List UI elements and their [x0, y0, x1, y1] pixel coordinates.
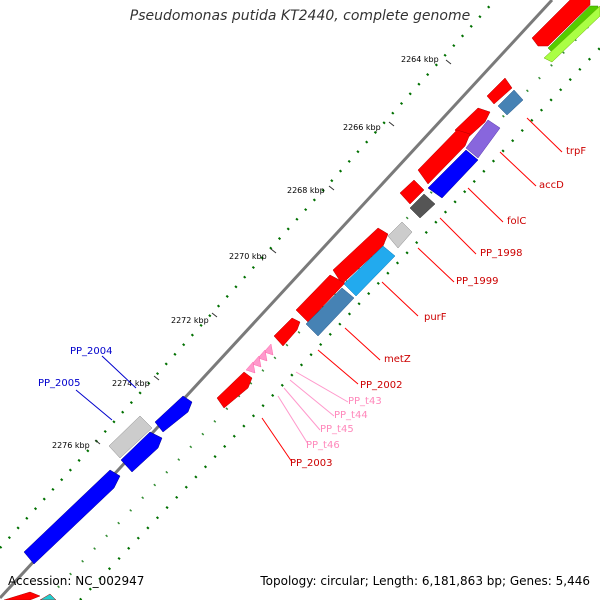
accession-text: Accession: NC_002947	[8, 574, 145, 588]
trna-t43[interactable]	[263, 343, 274, 356]
gc-skew-track-outer	[0, 0, 496, 549]
callout-lines	[75, 117, 563, 463]
gene-lightgray-pp2005[interactable]	[108, 415, 153, 459]
gene-darkgray-pp1998[interactable]	[409, 193, 436, 219]
gene-top-red[interactable]	[531, 0, 591, 47]
tick-label-2266: 2266 kbp	[343, 123, 381, 132]
tick-label-2276: 2276 kbp	[52, 441, 90, 450]
label-pp1999[interactable]: PP_1999	[456, 276, 499, 287]
map-title: Pseudomonas putida KT2440, complete geno…	[129, 8, 471, 24]
gene-red-d[interactable]	[399, 179, 425, 205]
tick-marks	[94, 59, 452, 445]
genome-summary-text: Topology: circular; Length: 6,181,863 bp…	[260, 574, 590, 588]
gene-lightgray-pp1999[interactable]	[387, 221, 413, 249]
gene-bottom-red[interactable]	[3, 591, 41, 600]
gene-red-c[interactable]	[417, 129, 471, 185]
tick-label-2264: 2264 kbp	[401, 55, 439, 64]
label-pp-t44[interactable]: PP_t44	[334, 410, 368, 421]
label-pp2005[interactable]: PP_2005	[38, 378, 81, 389]
gene-red-pp2003[interactable]	[216, 371, 253, 409]
gene-blue-pp2005b[interactable]	[120, 431, 163, 473]
label-pp1998[interactable]: PP_1998	[480, 248, 523, 259]
gene-blue-long[interactable]	[23, 469, 121, 565]
tick-label-2272: 2272 kbp	[171, 316, 209, 325]
genes-track	[3, 0, 600, 600]
label-pp-t45[interactable]: PP_t45	[320, 424, 354, 435]
trna-t45[interactable]	[251, 355, 262, 368]
gene-blue-folC[interactable]	[427, 149, 479, 199]
label-pp2003[interactable]: PP_2003	[290, 458, 333, 469]
tick-label-2268: 2268 kbp	[287, 186, 325, 195]
gene-steelblue-trpF[interactable]	[497, 89, 524, 116]
label-pp2004[interactable]: PP_2004	[70, 346, 113, 357]
label-pp2002[interactable]: PP_2002	[360, 380, 403, 391]
label-folC[interactable]: folC	[507, 216, 526, 227]
gene-steelblue-metZ[interactable]	[305, 287, 355, 337]
trna-t44[interactable]	[257, 349, 268, 362]
label-accD[interactable]: accD	[539, 180, 564, 191]
gene-blue-pp2004[interactable]	[154, 395, 193, 433]
label-purF[interactable]: purF	[424, 312, 447, 323]
label-trpF[interactable]: trpF	[566, 146, 586, 157]
label-pp-t46[interactable]: PP_t46	[306, 440, 340, 451]
trna-t46[interactable]	[245, 361, 256, 374]
gene-red-g[interactable]	[273, 317, 301, 347]
label-pp-t43[interactable]: PP_t43	[348, 396, 382, 407]
gene-red-a[interactable]	[486, 77, 513, 105]
gene-purple-accD[interactable]	[465, 119, 501, 159]
gene-cyan-purF[interactable]	[343, 245, 396, 297]
gene-top-green-2[interactable]	[543, 5, 600, 63]
gene-bottom-cyan[interactable]	[39, 593, 57, 600]
label-metZ[interactable]: metZ	[384, 354, 411, 365]
tick-label-2270: 2270 kbp	[229, 252, 267, 261]
